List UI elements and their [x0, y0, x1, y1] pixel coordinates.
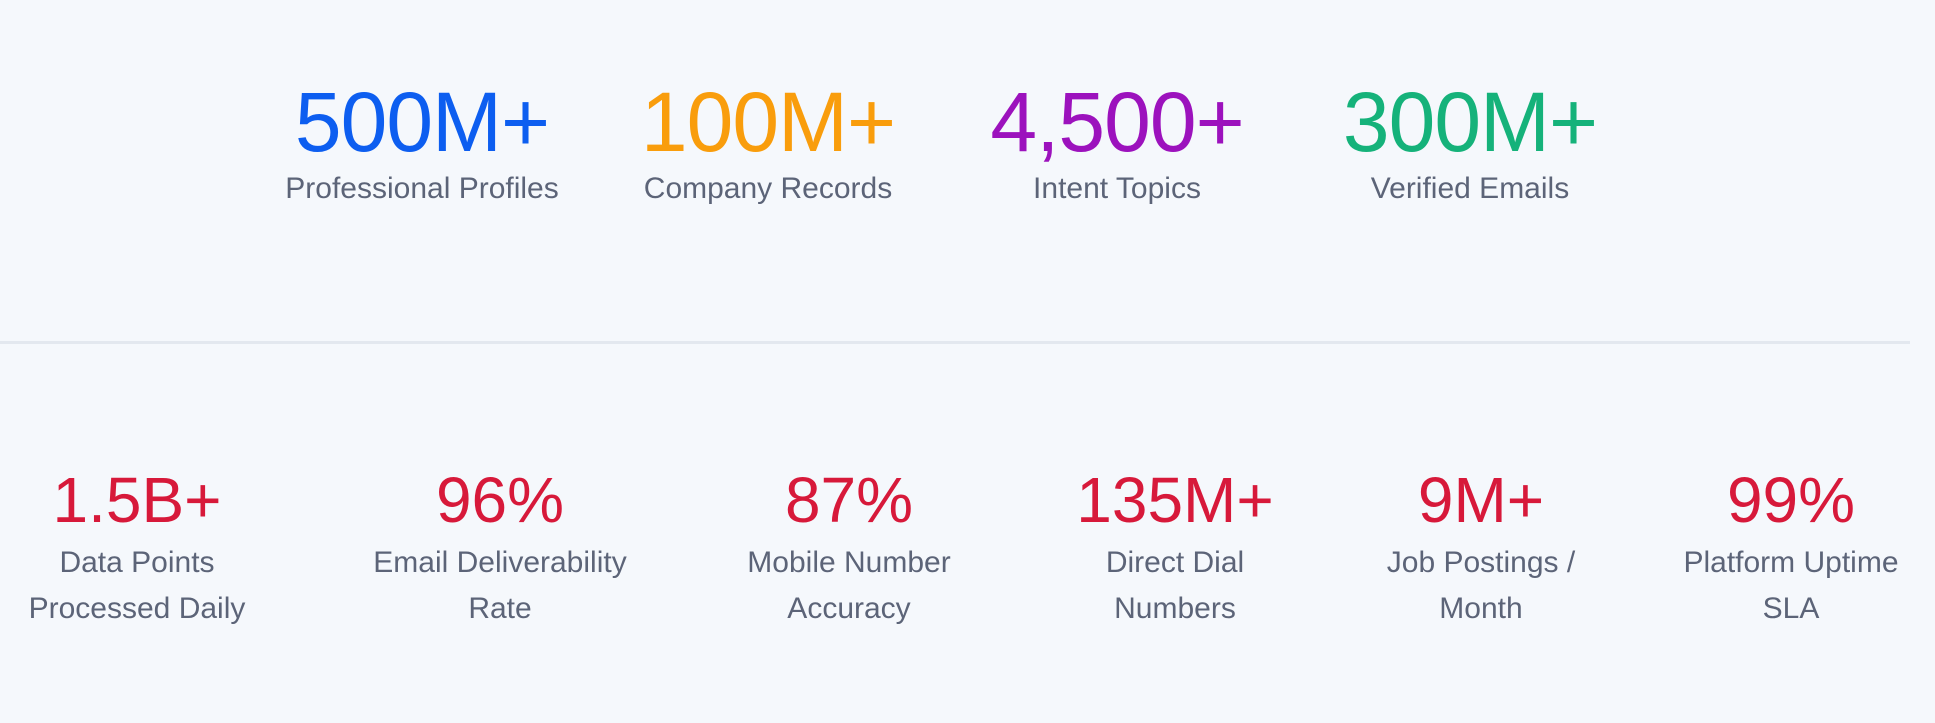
label-line: Data Points [59, 546, 215, 579]
label-line: Job Postings / [1386, 546, 1576, 579]
stat-card: 500M+ Professional Profiles [285, 80, 558, 212]
stat-card: 1.5B+ Data Points Processed Daily [29, 468, 246, 632]
label-line: Accuracy [787, 592, 911, 625]
stat-label: Intent Topics [1033, 172, 1201, 205]
stat-card: 300M+ Verified Emails [1342, 75, 1598, 212]
stat-label: Professional Profiles [285, 172, 559, 205]
stat-card: 9M+ Job Postings / Month [1387, 468, 1575, 632]
label-line: Email Deliverability [373, 546, 627, 579]
stat-value: 100M+ [640, 75, 896, 169]
stat-label: Data Points Processed Daily [29, 540, 246, 632]
stat-card: 87% Mobile Number Accuracy [747, 468, 950, 632]
stat-value: 135M+ [1076, 464, 1274, 536]
stat-value: 300M+ [1342, 75, 1598, 169]
stat-label: Verified Emails [1370, 172, 1570, 205]
stat-value: 500M+ [294, 75, 550, 169]
stat-value: 4,500+ [990, 75, 1244, 169]
stat-value: 87% [784, 464, 914, 536]
label-line: Platform Uptime [1683, 546, 1899, 579]
stat-card: 135M+ Direct Dial Numbers [1076, 468, 1273, 632]
stat-label: Company Records [643, 172, 893, 205]
stat-card: 99% Platform Uptime SLA [1683, 468, 1898, 632]
stat-label: Job Postings / Month [1387, 540, 1575, 632]
divider [0, 341, 1910, 344]
stat-label: Email Deliverability Rate [373, 540, 626, 632]
label-line: Direct Dial [1105, 546, 1245, 579]
stat-label: Platform Uptime SLA [1683, 540, 1898, 632]
label-line: Numbers [1114, 592, 1236, 625]
stat-value: 99% [1726, 464, 1856, 536]
label-line: SLA [1762, 592, 1820, 625]
stat-card: 96% Email Deliverability Rate [373, 468, 626, 632]
label-line: Month [1439, 592, 1523, 625]
label-line: Processed Daily [28, 592, 246, 625]
label-line: Mobile Number [747, 546, 951, 579]
stat-label: Direct Dial Numbers [1076, 540, 1273, 632]
stat-card: 100M+ Company Records [640, 75, 896, 212]
stat-value: 96% [435, 464, 565, 536]
label-line: Rate [468, 592, 532, 625]
stat-value: 9M+ [1417, 464, 1545, 536]
stat-card: 4,500+ Intent Topics [990, 75, 1244, 212]
stat-value: 1.5B+ [52, 464, 222, 536]
stat-label: Mobile Number Accuracy [747, 540, 950, 632]
